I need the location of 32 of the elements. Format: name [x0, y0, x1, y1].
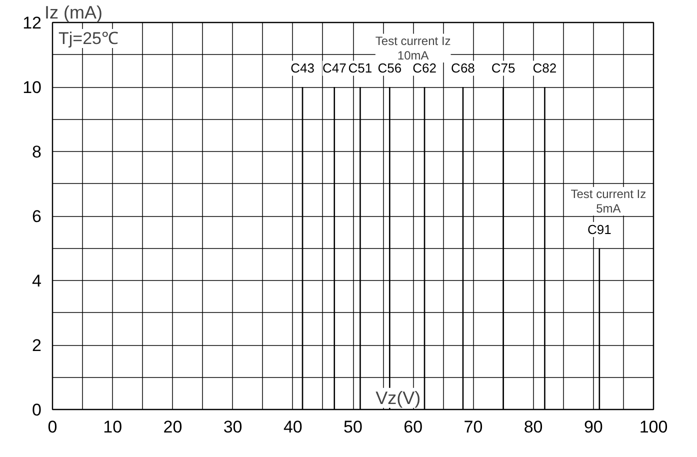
x-tick-label: 40 — [283, 418, 302, 436]
x-tick-label: 10 — [103, 418, 122, 436]
x-tick-label: 100 — [639, 418, 668, 436]
series-label: C82 — [532, 60, 557, 76]
series-label: C62 — [412, 60, 436, 76]
x-tick-label: 0 — [48, 418, 58, 436]
annotation: Test current Iz 10mA — [375, 34, 451, 62]
annotation: Test current Iz 5mA — [570, 186, 646, 216]
y-tick-label: 10 — [22, 78, 42, 97]
series-label: C75 — [491, 60, 516, 76]
y-tick-label: 0 — [32, 400, 42, 420]
y-tick-label: 4 — [32, 272, 42, 290]
x-tick-label: 30 — [223, 418, 242, 436]
y-tick-label: 12 — [22, 14, 42, 32]
series-label: C91 — [587, 222, 612, 237]
annotation: Tj=25℃ — [58, 28, 119, 48]
series-label: C43 — [290, 60, 314, 76]
x-tick-label: 90 — [584, 418, 603, 436]
x-tick-label: 20 — [163, 418, 182, 436]
series-label: C56 — [378, 60, 402, 76]
series-label: C47 — [322, 60, 346, 76]
x-axis-title: Vz(V) — [376, 388, 421, 408]
y-tick-label: 2 — [32, 336, 42, 355]
x-tick-label: 80 — [524, 418, 543, 436]
series-label: C68 — [451, 60, 475, 76]
x-tick-label: 70 — [464, 418, 483, 436]
y-tick-label: 8 — [32, 142, 42, 162]
x-tick-label: 50 — [344, 418, 362, 436]
y-axis-title: Iz (mA) — [44, 2, 102, 22]
series-label: C51 — [348, 60, 372, 76]
y-tick-label: 6 — [32, 207, 42, 226]
x-tick-label: 60 — [404, 418, 423, 436]
